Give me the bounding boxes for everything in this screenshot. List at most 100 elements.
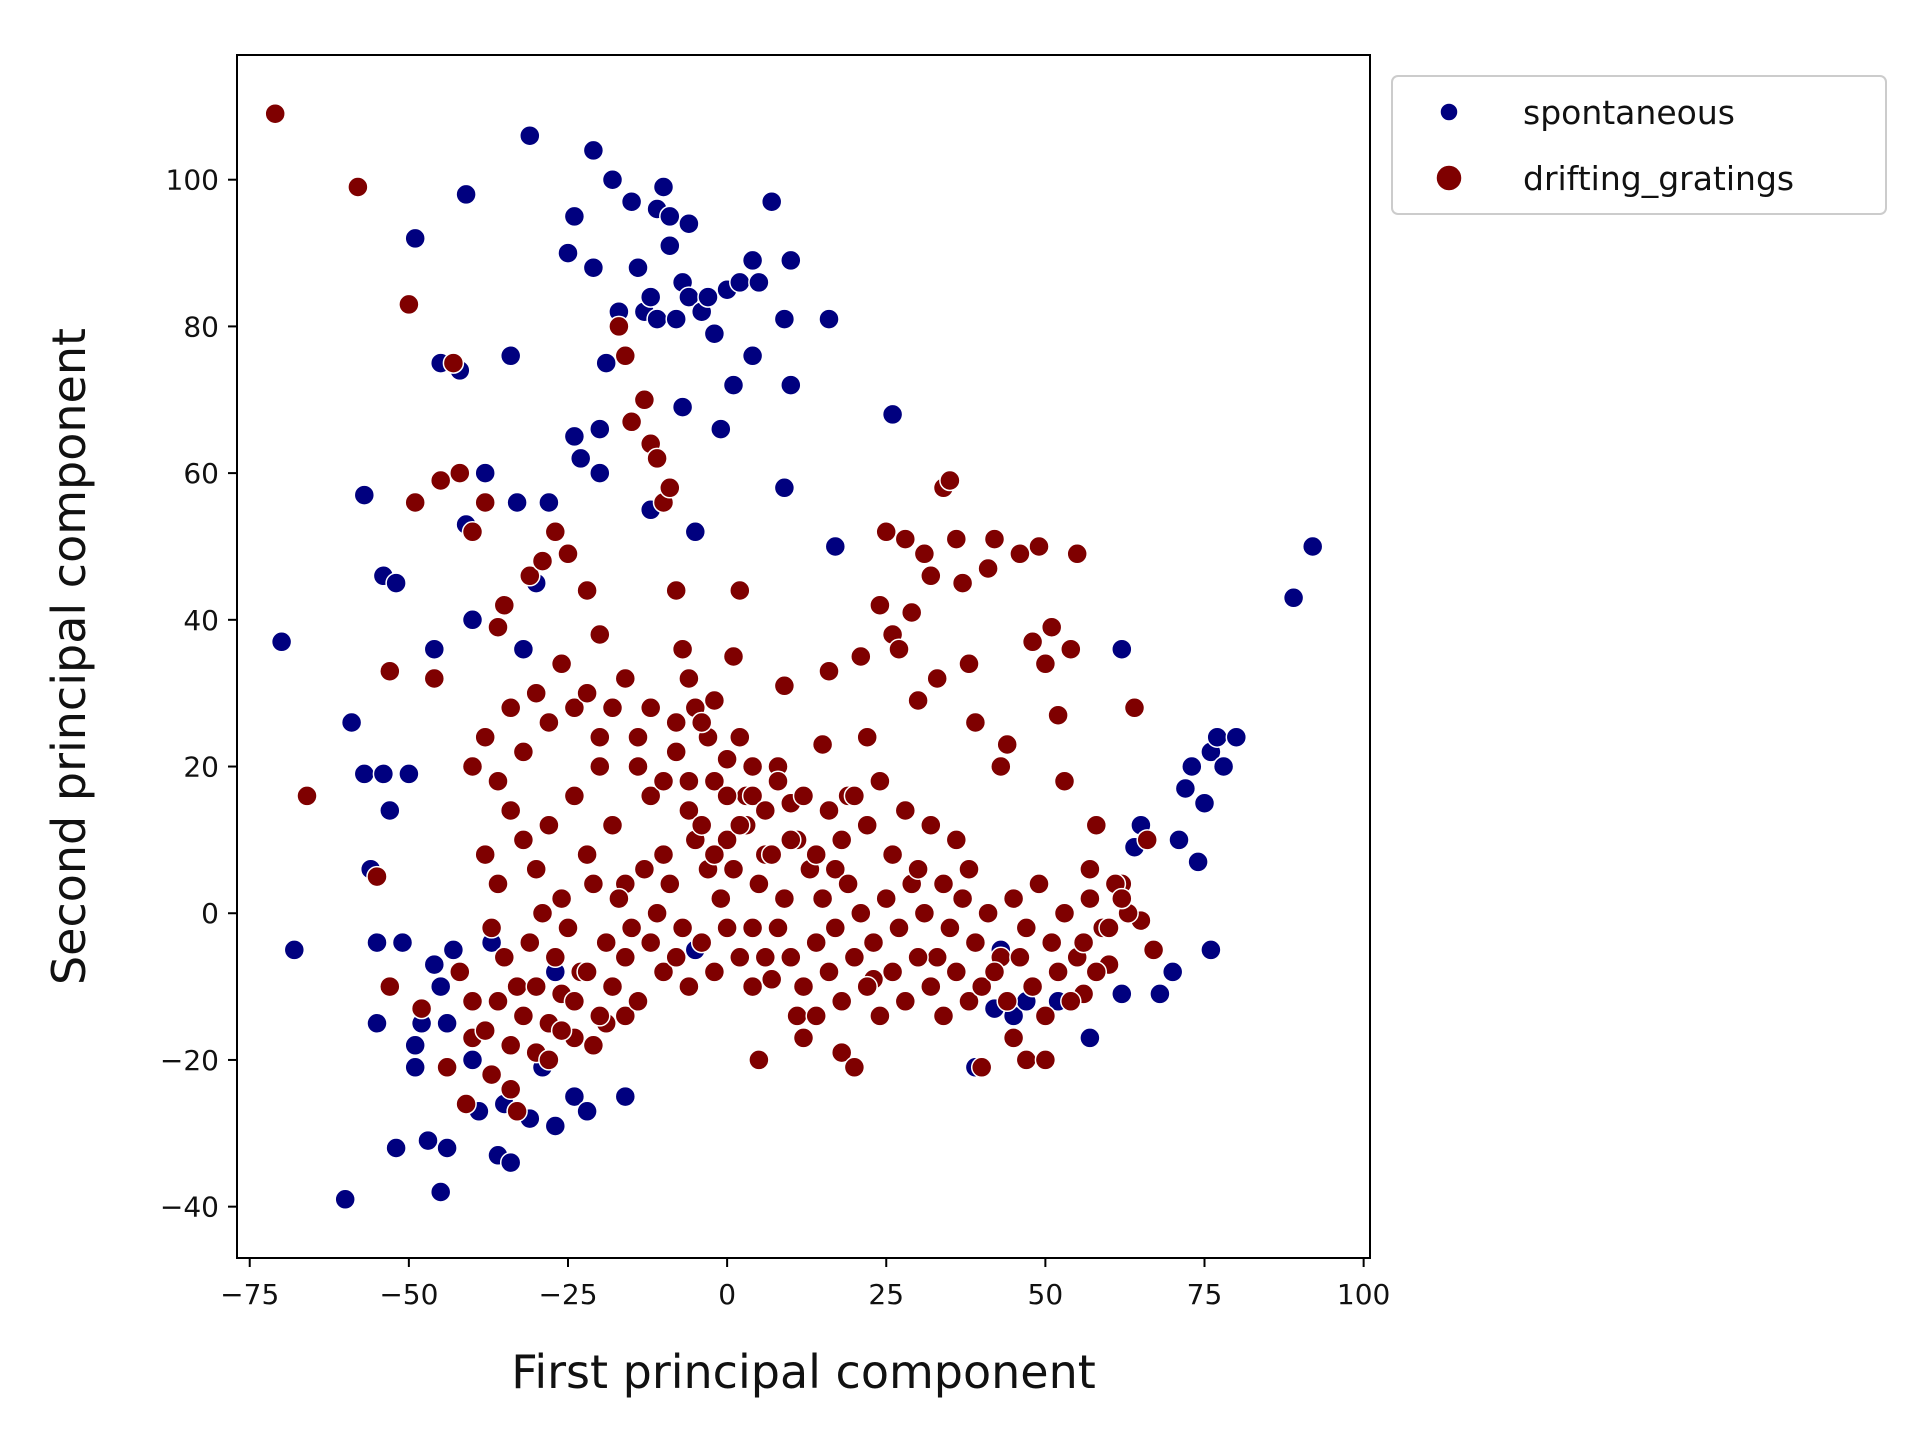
- point-drifting-gratings: [506, 1100, 528, 1123]
- point-drifting-gratings: [920, 814, 942, 836]
- point-spontaneous: [659, 205, 681, 228]
- point-drifting-gratings: [512, 741, 535, 763]
- point-drifting-gratings: [639, 697, 662, 719]
- point-drifting-gratings: [608, 315, 630, 338]
- point-drifting-gratings: [410, 997, 433, 1020]
- point-spontaneous: [595, 352, 617, 374]
- point-spontaneous: [582, 139, 605, 162]
- point-spontaneous: [824, 535, 847, 558]
- point-drifting-gratings: [824, 917, 847, 939]
- point-spontaneous: [436, 1137, 458, 1159]
- point-drifting-gratings: [398, 293, 420, 316]
- point-drifting-gratings: [512, 1005, 535, 1027]
- point-drifting-gratings: [1060, 990, 1082, 1013]
- point-drifting-gratings: [945, 961, 968, 983]
- point-drifting-gratings: [760, 968, 783, 991]
- point-drifting-gratings: [461, 755, 484, 778]
- x-tick-label: 0: [718, 1278, 736, 1311]
- point-drifting-gratings: [1123, 697, 1146, 719]
- point-drifting-gratings: [525, 858, 547, 880]
- point-drifting-gratings: [487, 990, 509, 1013]
- point-spontaneous: [404, 1034, 426, 1057]
- point-drifting-gratings: [1002, 887, 1025, 910]
- point-drifting-gratings: [964, 711, 987, 734]
- point-drifting-gratings: [741, 785, 764, 807]
- point-drifting-gratings: [544, 946, 567, 969]
- point-spontaneous: [563, 205, 586, 228]
- point-spontaneous: [423, 638, 446, 660]
- point-drifting-gratings: [538, 814, 560, 836]
- point-drifting-gratings: [474, 726, 496, 748]
- point-drifting-gratings: [652, 961, 675, 983]
- point-drifting-gratings: [722, 858, 745, 880]
- point-drifting-gratings: [888, 917, 910, 939]
- point-drifting-gratings: [773, 887, 796, 910]
- point-drifting-gratings: [926, 667, 948, 690]
- point-drifting-gratings: [678, 667, 700, 690]
- point-drifting-gratings: [869, 1005, 891, 1027]
- point-spontaneous: [589, 462, 611, 484]
- y-axis-label: Second principal component: [42, 328, 96, 985]
- point-spontaneous: [544, 1115, 567, 1137]
- point-drifting-gratings: [665, 579, 687, 602]
- point-drifting-gratings: [894, 990, 917, 1013]
- point-drifting-gratings: [582, 873, 605, 895]
- point-spontaneous: [671, 396, 694, 418]
- point-drifting-gratings: [487, 616, 509, 638]
- point-spontaneous: [665, 308, 687, 330]
- point-spontaneous: [1111, 638, 1133, 660]
- point-drifting-gratings: [703, 689, 726, 712]
- point-spontaneous: [780, 249, 802, 272]
- point-drifting-gratings: [519, 565, 541, 587]
- point-drifting-gratings: [576, 579, 598, 602]
- point-drifting-gratings: [646, 447, 668, 470]
- point-drifting-gratings: [805, 1005, 827, 1027]
- x-axis: −75 −50 −25 0 25 50 75 100: [220, 1258, 1390, 1311]
- point-drifting-gratings: [442, 352, 465, 374]
- point-drifting-gratings: [945, 829, 968, 851]
- point-drifting-gratings: [951, 887, 974, 910]
- point-drifting-gratings: [850, 645, 872, 668]
- point-spontaneous: [283, 939, 306, 961]
- point-spontaneous: [582, 256, 605, 279]
- point-drifting-gratings: [639, 931, 662, 954]
- point-drifting-gratings: [1009, 543, 1031, 565]
- point-drifting-gratings: [977, 902, 999, 924]
- point-drifting-gratings: [633, 858, 656, 880]
- point-drifting-gratings: [557, 543, 579, 565]
- point-drifting-gratings: [671, 638, 694, 660]
- point-drifting-gratings: [347, 176, 369, 198]
- point-spontaneous: [773, 308, 796, 330]
- point-drifting-gratings: [1066, 543, 1088, 565]
- point-spontaneous: [385, 1137, 407, 1159]
- point-spontaneous: [729, 271, 751, 294]
- point-drifting-gratings: [926, 946, 948, 969]
- point-drifting-gratings: [907, 946, 929, 969]
- point-drifting-gratings: [958, 858, 980, 880]
- point-drifting-gratings: [1034, 1049, 1057, 1071]
- y-tick-label: 100: [166, 164, 219, 197]
- x-axis-label: First principal component: [511, 1345, 1096, 1399]
- point-drifting-gratings: [525, 682, 547, 704]
- point-drifting-gratings: [958, 653, 980, 675]
- point-drifting-gratings: [830, 990, 853, 1013]
- x-tick-label: 75: [1187, 1278, 1223, 1311]
- point-drifting-gratings: [449, 462, 471, 484]
- point-drifting-gratings: [499, 1078, 522, 1101]
- point-spontaneous: [366, 931, 388, 954]
- point-spontaneous: [429, 975, 452, 998]
- point-drifting-gratings: [856, 814, 878, 836]
- plot-frame: [236, 54, 1371, 1259]
- point-spontaneous: [461, 1049, 484, 1071]
- point-drifting-gratings: [703, 961, 726, 983]
- point-drifting-gratings: [1085, 961, 1108, 983]
- point-spontaneous: [340, 711, 363, 734]
- point-drifting-gratings: [379, 975, 401, 998]
- point-drifting-gratings: [499, 1034, 522, 1057]
- point-spontaneous: [646, 308, 668, 330]
- point-spontaneous: [1282, 587, 1305, 609]
- point-spontaneous: [601, 168, 624, 191]
- point-spontaneous: [697, 286, 719, 308]
- point-drifting-gratings: [665, 741, 687, 763]
